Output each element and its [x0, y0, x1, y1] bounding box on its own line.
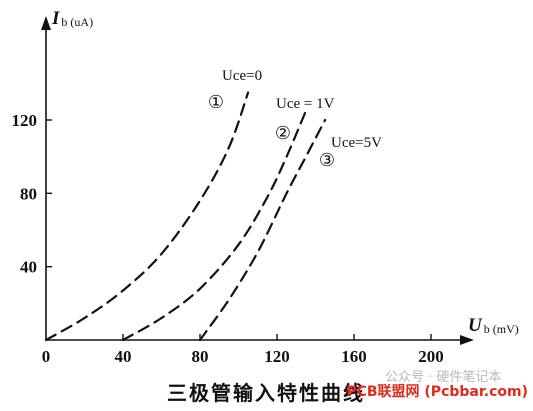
series-label-uce-1v: Uce = 1V [276, 96, 335, 112]
annotations: Uce=0 ① Uce = 1V ② Uce=5V③ [208, 68, 382, 171]
y-axis-subscript: b [61, 15, 67, 29]
curve-uce-0 [44, 91, 250, 342]
ticks: 0 40 80 120 160 200 40 80 120 [12, 111, 444, 366]
axes [41, 16, 474, 345]
curves [44, 91, 327, 342]
y-tick-label: 80 [20, 184, 37, 203]
y-axis-symbol: I [51, 8, 60, 29]
series-marker-uce-5v: ③ [319, 150, 335, 171]
x-axis-symbol: U [468, 315, 483, 336]
curve-uce-5v [198, 118, 327, 342]
watermark-text: 公众号 · 硬件笔记本 [385, 369, 501, 385]
y-tick-label: 120 [12, 111, 38, 130]
x-tick-label: 0 [42, 347, 51, 366]
series-label-uce-5v: Uce=5V [331, 135, 382, 151]
x-tick-label: 160 [341, 347, 367, 366]
series-label-uce-0: Uce=0 [222, 68, 262, 84]
x-tick-label: 40 [115, 347, 132, 366]
x-tick-label: 80 [192, 347, 209, 366]
x-axis-subscript: b [484, 322, 490, 336]
series-marker-uce-1v: ② [275, 123, 291, 144]
curve-uce-1v [121, 109, 307, 342]
y-axis-arrow [41, 16, 51, 30]
chart-caption: 三极管输入特性曲线 [167, 381, 365, 405]
watermark-site: PCB联盟网 (Pcbbar.com) [346, 384, 528, 400]
x-axis-arrow [460, 335, 474, 345]
x-tick-label: 120 [264, 347, 290, 366]
x-axis-unit: (mV) [493, 322, 519, 336]
y-axis-unit: (uA) [70, 15, 93, 29]
series-marker-uce-0: ① [208, 92, 224, 113]
y-tick-label: 40 [20, 258, 37, 277]
x-tick-label: 200 [418, 347, 444, 366]
